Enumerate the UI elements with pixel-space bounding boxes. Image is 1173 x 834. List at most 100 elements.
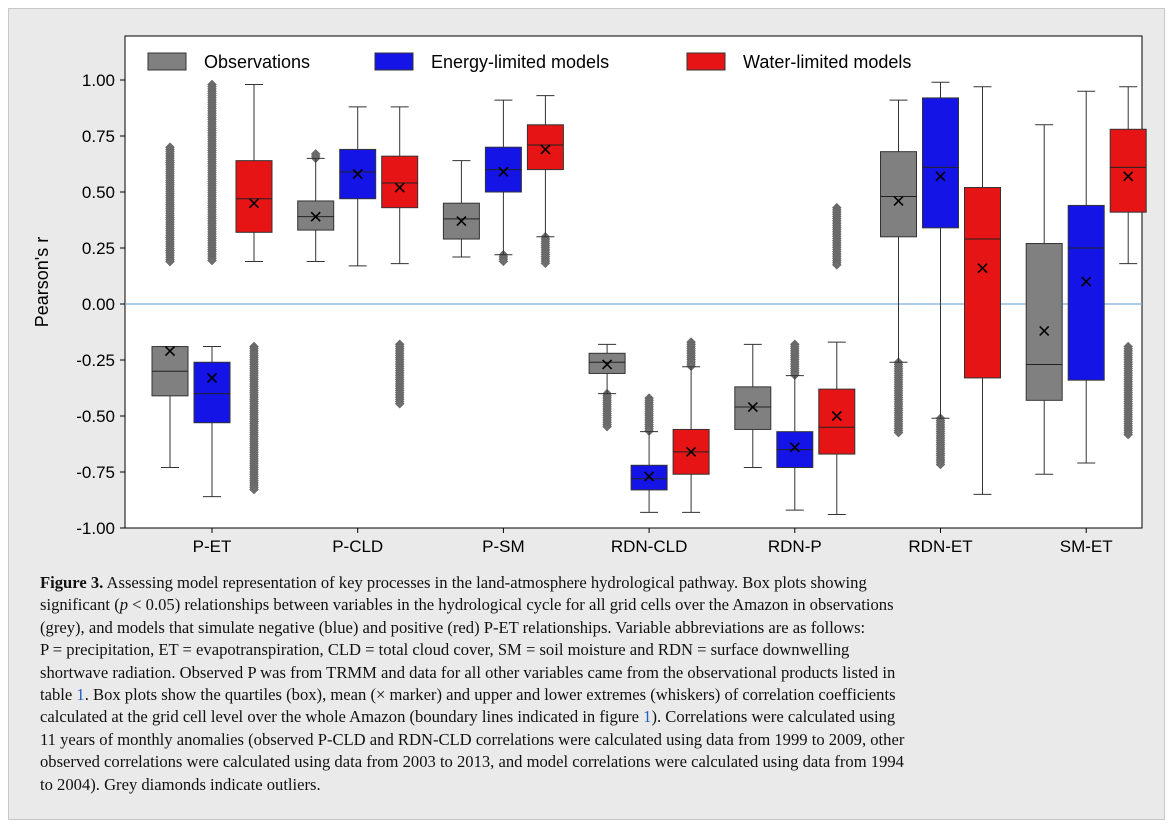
box-energy-limited-models-p-et <box>193 346 231 498</box>
box-plot-chart: 1.00 0.75 0.50 0.25 0.00 -0.25 -0.50 -0.75 -1.00… <box>32 35 1147 556</box>
mean-marker <box>1123 171 1134 182</box>
mean-marker <box>248 198 260 209</box>
caption-line: observed correlations were calculated us… <box>40 751 1145 773</box>
y-tick-label: 1.00 <box>82 71 115 90</box>
caption-text: calculated at the grid cell level over t… <box>40 707 644 727</box>
y-tick-label: -0.25 <box>76 351 115 370</box>
caption-text: table <box>40 685 77 705</box>
box-energy-limited-models-sm-et <box>1067 90 1105 464</box>
legend-swatch <box>374 52 414 71</box>
mean-marker <box>206 372 218 383</box>
x-tick-label: P-SM <box>482 537 525 556</box>
mean-marker <box>456 216 467 227</box>
caption-text: < 0.05) relationships between variables … <box>128 595 894 615</box>
quartile-box <box>922 97 959 229</box>
outlier-marker <box>165 256 175 267</box>
mean-marker <box>602 359 613 370</box>
quartile-box <box>381 155 419 209</box>
mean-marker <box>935 171 946 182</box>
mean-marker <box>893 195 904 207</box>
caption-text: P = precipitation, ET = evapotranspirati… <box>40 640 850 660</box>
boxes-layer <box>151 79 1147 516</box>
box-observations-sm-et <box>1025 124 1063 475</box>
box-water-limited-models-p-et <box>235 83 273 262</box>
outlier-marker <box>249 484 259 495</box>
quartile-box <box>235 160 273 233</box>
box-water-limited-models-p-sm <box>526 95 564 269</box>
caption-line: significant (p < 0.05) relationships bet… <box>40 594 1145 616</box>
y-tick-label: 0.25 <box>82 239 115 258</box>
x-tick-label: P-CLD <box>332 537 383 556</box>
mean-marker <box>394 182 405 193</box>
caption-text: 11 years of monthly anomalies (observed … <box>40 729 905 749</box>
x-tick-label: RDN-ET <box>908 537 972 556</box>
caption-text: . Box plots show the quartiles (box), me… <box>84 685 896 705</box>
mean-marker <box>977 263 988 274</box>
outlier-marker <box>540 258 551 269</box>
legend-label: Energy-limited models <box>431 52 609 72</box>
box-water-limited-models-sm-et <box>1123 341 1134 440</box>
mean-marker <box>789 442 800 453</box>
mean-marker <box>747 401 758 413</box>
legend-label: Observations <box>204 52 310 72</box>
outlier-marker <box>893 427 904 438</box>
box-observations-rdn-p <box>734 343 772 469</box>
box-observations-p-et <box>151 345 189 469</box>
outlier-marker <box>207 255 217 266</box>
reference-link[interactable]: 1 <box>643 707 652 727</box>
caption-text: (grey), and models that simulate negativ… <box>40 617 866 637</box>
box-energy-limited-models-p-et <box>207 79 217 266</box>
box-observations-p-sm <box>442 160 480 258</box>
caption-text: Assessing model representation of key pr… <box>103 573 867 592</box>
box-energy-limited-models-rdn-p <box>776 339 814 511</box>
caption-text: ). Correlations were calculated using <box>651 707 896 727</box>
box-water-limited-models-p-cld <box>381 106 419 265</box>
legend-label: Water-limited models <box>743 52 911 72</box>
legend-swatch <box>686 52 726 71</box>
box-observations-p-cld <box>297 149 335 262</box>
x-tick-label: RDN-P <box>768 537 822 556</box>
y-tick-label: 0.00 <box>82 295 115 314</box>
outlier-marker <box>602 421 612 432</box>
quartile-box <box>1109 128 1147 213</box>
mean-marker <box>164 345 176 357</box>
caption-line: 11 years of monthly anomalies (observed … <box>40 729 1145 751</box>
quartile-box <box>1067 204 1105 381</box>
mean-marker <box>310 211 321 222</box>
outlier-marker <box>935 459 946 470</box>
box-water-limited-models-p-cld <box>394 339 405 409</box>
quartile-box <box>880 151 917 238</box>
mean-marker <box>686 446 697 457</box>
mean-marker <box>540 144 551 155</box>
box-observations-rdn-et <box>880 99 917 438</box>
outlier-marker <box>831 260 842 270</box>
mean-marker <box>1081 276 1092 287</box>
reference-link[interactable]: 1 <box>76 685 85 705</box>
y-tick-label: -0.50 <box>76 407 115 426</box>
box-water-limited-models-p-et <box>249 341 259 495</box>
quartile-box <box>964 187 1001 379</box>
x-tick-label: P-ET <box>193 537 232 556</box>
quartile-box <box>1025 243 1063 401</box>
box-energy-limited-models-p-cld <box>339 106 377 267</box>
caption-line: to 2004). Grey diamonds indicate outlier… <box>40 774 1145 796</box>
outlier-marker <box>394 398 405 409</box>
mean-marker <box>498 166 509 177</box>
y-axis: 1.00 0.75 0.50 0.25 0.00 -0.25 -0.50 -0.75 -1.00 <box>76 71 125 538</box>
caption-text: shortwave radiation. Observed P was from… <box>40 662 896 682</box>
box-energy-limited-models-p-sm <box>484 99 522 267</box>
box-water-limited-models-rdn-et <box>964 86 1001 495</box>
caption-text: to 2004). Grey diamonds indicate outlier… <box>40 774 321 794</box>
quartile-box <box>297 200 335 231</box>
y-tick-label: -0.75 <box>76 463 115 482</box>
caption-line: table 1. Box plots show the quartiles (b… <box>40 684 1145 706</box>
x-tick-label: SM-ET <box>1060 537 1113 556</box>
box-observations-p-et <box>165 142 175 267</box>
outlier-marker <box>1123 429 1134 440</box>
x-tick-label: RDN-CLD <box>611 537 688 556</box>
mean-marker <box>1039 325 1050 336</box>
box-water-limited-models-rdn-cld <box>672 337 710 513</box>
box-water-limited-models-rdn-p <box>831 202 842 270</box>
box-energy-limited-models-rdn-et <box>922 81 959 470</box>
caption-line: P = precipitation, ET = evapotranspirati… <box>40 639 1145 661</box>
